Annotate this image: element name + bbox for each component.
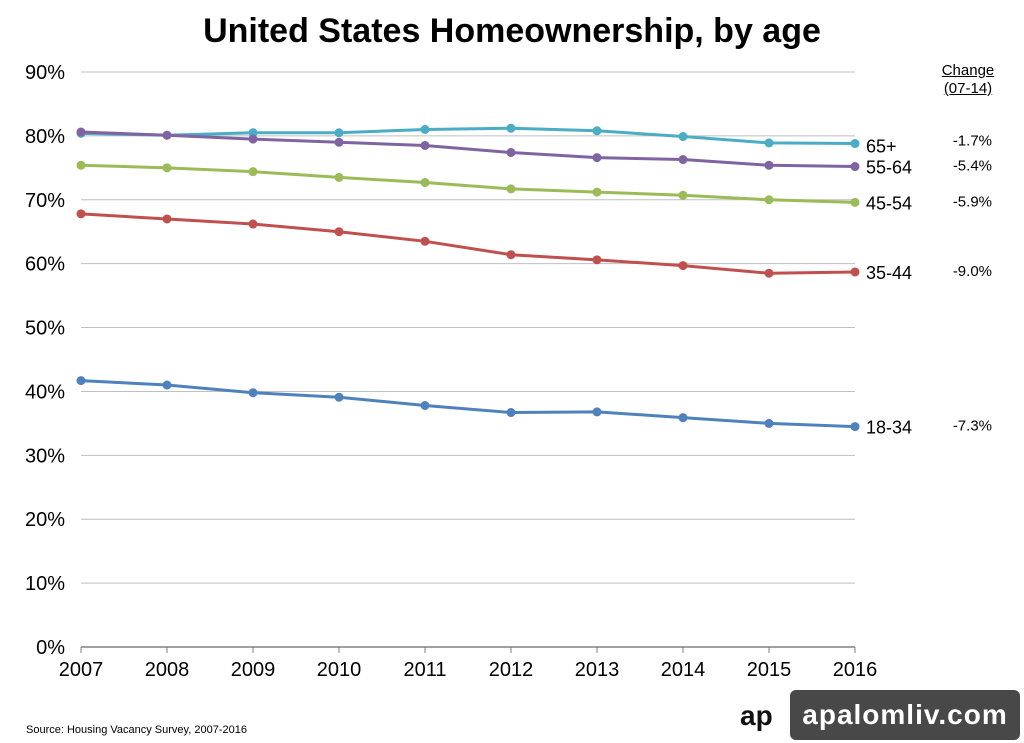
data-point xyxy=(420,178,430,188)
data-point xyxy=(248,134,258,144)
x-tick-label: 2011 xyxy=(403,659,446,681)
data-point xyxy=(162,163,172,173)
y-tick-label: 20% xyxy=(25,509,65,531)
data-point xyxy=(592,407,602,417)
data-point xyxy=(420,140,430,150)
change-header: Change (07-14) xyxy=(941,62,995,97)
series-line xyxy=(80,126,856,146)
change-value: -7.3% xyxy=(953,418,992,435)
series-label: 18-34 xyxy=(866,418,912,438)
change-value: -1.7% xyxy=(953,133,992,150)
chart-title: United States Homeownership, by age xyxy=(203,12,821,50)
data-point xyxy=(764,195,774,205)
data-point xyxy=(162,380,172,390)
data-point xyxy=(420,125,430,134)
data-point xyxy=(850,422,860,432)
data-point xyxy=(764,138,774,148)
x-tick-label: 2010 xyxy=(317,659,362,681)
y-tick-label: 10% xyxy=(25,573,65,595)
data-point xyxy=(420,236,430,246)
data-point xyxy=(76,376,86,386)
data-point xyxy=(678,132,688,142)
y-tick-label: 30% xyxy=(25,445,65,467)
y-tick-label: 70% xyxy=(25,190,65,212)
data-point xyxy=(764,160,774,170)
series-line xyxy=(80,212,856,275)
data-point xyxy=(678,261,688,271)
data-point xyxy=(334,128,344,138)
series-label: 65+ xyxy=(866,137,897,157)
data-point xyxy=(764,418,774,428)
x-tick-label: 2009 xyxy=(231,659,276,681)
series-line xyxy=(80,130,856,169)
data-point xyxy=(248,388,258,398)
series-line xyxy=(80,163,856,204)
data-point xyxy=(850,162,860,172)
change-value: -5.4% xyxy=(953,158,992,175)
data-point xyxy=(334,227,344,237)
data-point xyxy=(764,268,774,278)
data-point xyxy=(506,184,516,194)
data-point xyxy=(248,219,258,229)
change-value: -9.0% xyxy=(953,263,992,280)
x-tick-label: 2013 xyxy=(575,659,620,681)
x-tick-label: 2008 xyxy=(145,659,190,681)
x-tick-label: 2012 xyxy=(489,659,534,681)
data-point xyxy=(850,197,860,207)
x-tick-label: 2016 xyxy=(833,659,878,681)
data-point xyxy=(850,139,860,149)
series-label: 55-64 xyxy=(866,158,912,178)
x-tick-label: 2007 xyxy=(59,659,104,681)
data-point xyxy=(334,137,344,147)
y-tick-label: 60% xyxy=(25,254,65,276)
data-point xyxy=(248,128,258,138)
x-tick-label: 2014 xyxy=(661,659,706,681)
watermark: apalomliv.com xyxy=(790,690,1020,740)
data-point xyxy=(678,413,688,423)
data-point xyxy=(334,172,344,182)
data-point xyxy=(248,167,258,177)
data-point xyxy=(850,267,860,277)
brand-text: ap xyxy=(740,700,773,731)
y-tick-label: 40% xyxy=(25,381,65,403)
data-point xyxy=(506,148,516,157)
data-point xyxy=(678,155,688,165)
source-note: Source: Housing Vacancy Survey, 2007-201… xyxy=(26,724,247,736)
series-line xyxy=(80,379,856,429)
data-point xyxy=(592,187,602,197)
x-tick-label: 2015 xyxy=(747,659,792,681)
series-label: 35-44 xyxy=(866,263,912,283)
data-point xyxy=(76,127,86,137)
data-point xyxy=(506,250,516,260)
data-point xyxy=(334,392,344,402)
data-point xyxy=(592,126,602,136)
data-point xyxy=(506,408,516,418)
data-point xyxy=(76,160,86,170)
y-tick-label: 80% xyxy=(25,126,65,148)
data-point xyxy=(420,401,430,410)
y-tick-label: 0% xyxy=(36,637,65,659)
data-point xyxy=(162,130,172,140)
data-point xyxy=(162,214,172,224)
y-tick-label: 90% xyxy=(25,62,65,84)
series-label: 45-54 xyxy=(866,193,912,213)
change-value: -5.9% xyxy=(953,193,992,210)
data-point xyxy=(506,123,516,133)
data-point xyxy=(592,153,602,163)
data-point xyxy=(678,190,688,200)
data-point xyxy=(76,209,86,219)
data-point xyxy=(592,255,602,265)
y-tick-label: 50% xyxy=(25,318,65,340)
